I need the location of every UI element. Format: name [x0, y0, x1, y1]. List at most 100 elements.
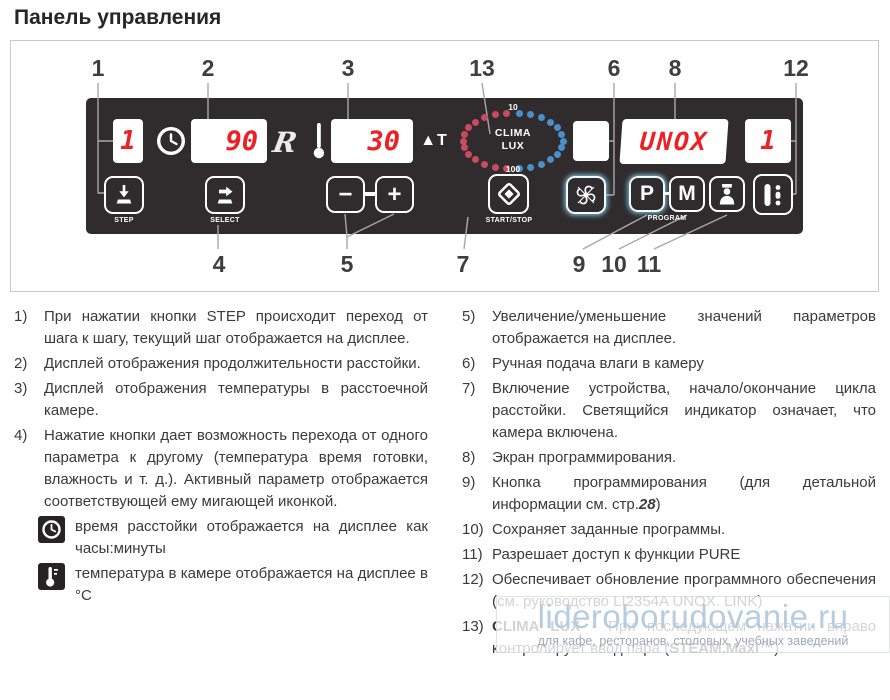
- clima-dot: [460, 130, 468, 138]
- select-button: [205, 176, 245, 214]
- note-text-part: Дисплей отображения температуры в рассто…: [44, 380, 428, 419]
- select-arrow-icon: [217, 186, 233, 204]
- note-text: При нажатии кнопки STEP происходит перех…: [44, 306, 428, 350]
- callout-number-13: 13: [469, 55, 495, 81]
- note-number: 11): [462, 546, 483, 563]
- watermark: lideroborudovanie.ru для кафе, ресторано…: [496, 596, 890, 653]
- control-panel-figure: 1 2 3 13 6 8 12 4 5 7 9 10 11 1 90 30 UNOX 1 R ▲: [10, 40, 879, 292]
- clima-dot: [459, 137, 467, 145]
- note-item: 5) Увеличение/уменьшение значений парамет…: [462, 306, 876, 350]
- clima-dot: [481, 160, 489, 168]
- thermometer-note-icon: [38, 563, 65, 590]
- clima-dot: [465, 124, 473, 132]
- memory-m-button: M: [669, 176, 705, 212]
- start-stop-button: [488, 174, 529, 214]
- note-item: 7) Включение устройства, начало/окончание…: [462, 378, 876, 444]
- select-button-label: SELECT: [210, 217, 240, 224]
- step-button: [104, 176, 144, 214]
- clima-dot: [546, 118, 554, 126]
- note-text-part: Дисплей отображения продолжительности ра…: [44, 355, 421, 372]
- clima-dot: [460, 144, 468, 152]
- minus-button: −: [326, 176, 365, 213]
- clima-dot: [527, 111, 535, 119]
- clima-dot: [472, 156, 480, 164]
- callout-number-4: 4: [212, 251, 226, 277]
- note-text-part: Сохраняет заданные программы.: [492, 521, 726, 538]
- fan-icon: [576, 185, 596, 205]
- note-number: 10): [462, 521, 484, 538]
- clima-dot: [559, 137, 567, 145]
- note-number: 5): [462, 308, 476, 325]
- temperature-display: 30: [331, 119, 413, 163]
- note-text: Кнопка программирования (для детальной и…: [492, 472, 876, 516]
- pure-button: [709, 176, 745, 212]
- minus-plus-connector: [363, 192, 377, 196]
- note-text: Увеличение/уменьшение значений параметро…: [492, 306, 876, 350]
- note-number: 8): [462, 449, 476, 466]
- clima-lux-max-label: 100: [505, 164, 521, 174]
- note-item: 8) Экран программирования.: [462, 447, 876, 469]
- software-update-button: [753, 174, 793, 215]
- note-item: 6) Ручная подача влаги в камеру: [462, 353, 876, 375]
- note-text-part: Разрешает доступ к функции PURE: [492, 546, 741, 563]
- clima-dot: [481, 114, 489, 122]
- time-display: 90: [191, 119, 267, 163]
- clima-dot: [491, 163, 499, 171]
- note-text-part: температура в камере отображается на дис…: [75, 565, 428, 604]
- clima-dot: [503, 165, 511, 173]
- note-item: 10) Сохраняет заданные программы.: [462, 519, 876, 541]
- note-item: 3) Дисплей отображения температуры в расс…: [14, 378, 428, 422]
- clima-dot: [515, 109, 523, 117]
- plus-button: +: [375, 176, 414, 213]
- note-text-part: Увеличение/уменьшение значений параметро…: [492, 308, 876, 347]
- start-stop-diamond-icon: [497, 182, 520, 206]
- note-item: 1) При нажатии кнопки STEP происходит пер…: [14, 306, 428, 350]
- note-item: время расстойки отображается на дисплее …: [38, 516, 428, 560]
- note-number: 6): [462, 355, 476, 372]
- note-number: 3): [14, 380, 28, 397]
- usb-icon: [764, 183, 781, 206]
- program-label: PROGRAM: [647, 215, 687, 222]
- step-display: 1: [113, 119, 143, 163]
- clima-dot: [553, 150, 561, 158]
- clima-lux-label-line2: LUX: [501, 140, 525, 152]
- note-number: 7): [462, 380, 476, 397]
- callout-number-1: 1: [91, 55, 105, 81]
- callout-number-3: 3: [341, 55, 355, 81]
- note-text-part: Кнопка программирования (для детальной и…: [492, 474, 876, 513]
- clima-dot: [491, 111, 499, 119]
- note-text-part: Экран программирования.: [492, 449, 677, 466]
- callout-number-10: 10: [601, 251, 627, 277]
- clima-lux-label: CLIMA LUX: [458, 127, 568, 153]
- callout-number-9: 9: [572, 251, 586, 277]
- p-m-connector: [663, 192, 671, 195]
- note-text: Дисплей отображения температуры в рассто…: [44, 378, 428, 422]
- delta-t-icon: ▲T: [420, 132, 448, 149]
- step-button-label: STEP: [114, 217, 134, 224]
- program-p-button: P: [629, 176, 665, 212]
- note-text: Включение устройства, начало/окончание ц…: [492, 378, 876, 444]
- clima-dot: [537, 160, 545, 168]
- note-item: 4) Нажатие кнопки дает возможность перехо…: [14, 425, 428, 513]
- clima-dot: [503, 109, 511, 117]
- note-number: 1): [14, 308, 28, 325]
- thermometer-icon: [312, 121, 326, 161]
- clima-lux-indicator: 10 CLIMA LUX 100: [458, 101, 568, 181]
- manual-humidity-button: [566, 176, 606, 214]
- callout-number-6: 6: [607, 55, 621, 81]
- note-text: Дисплей отображения продолжительности ра…: [44, 353, 428, 375]
- step-arrow-icon: [116, 185, 132, 204]
- note-item: 11) Разрешает доступ к функции PURE: [462, 544, 876, 566]
- start-stop-button-label: START/STOP: [485, 217, 533, 224]
- clima-dot: [527, 163, 535, 171]
- note-text-part: время расстойки отображается на дисплее …: [75, 518, 428, 557]
- watermark-site: lideroborudovanie.ru: [537, 598, 849, 635]
- callout-number-8: 8: [668, 55, 682, 81]
- note-number: 4): [14, 427, 28, 444]
- note-item: температура в камере отображается на дис…: [38, 563, 428, 607]
- note-text: Экран программирования.: [492, 447, 876, 469]
- note-number: 12): [462, 571, 484, 588]
- clima-lux-label-line1: CLIMA: [494, 127, 532, 139]
- page-title: Панель управления: [14, 6, 222, 29]
